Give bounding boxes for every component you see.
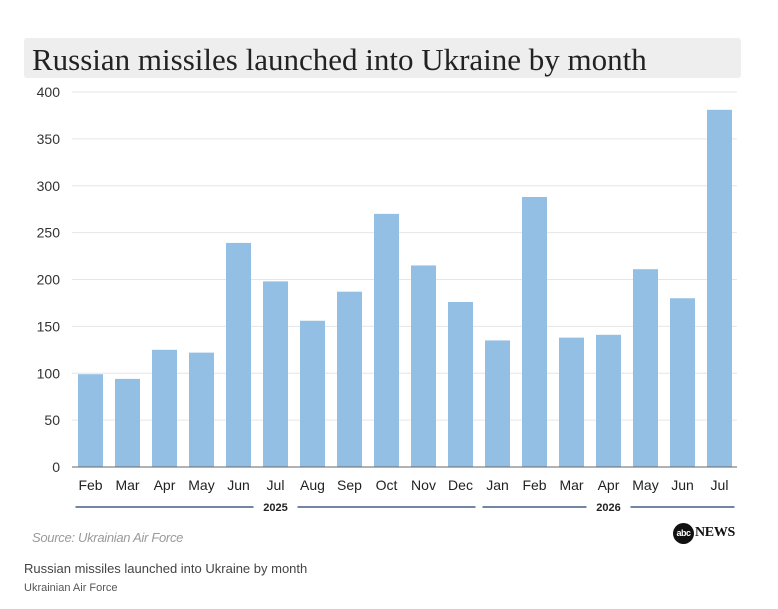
x-tick-label: Jun [227, 477, 250, 493]
chart-title-bar: Russian missiles launched into Ukraine b… [24, 38, 741, 78]
bar [448, 302, 473, 467]
x-tick-label: Mar [115, 477, 139, 493]
caption-title: Russian missiles launched into Ukraine b… [24, 561, 308, 576]
caption-credit: Ukrainian Air Force [24, 582, 118, 594]
x-tick-label: Apr [598, 477, 620, 493]
y-tick-label: 150 [37, 318, 61, 334]
year-group-label: 2025 [263, 502, 287, 514]
bar [411, 265, 436, 467]
abc-news-logo: abc NEWS [673, 522, 735, 544]
bar [374, 213, 399, 467]
y-tick-label: 350 [37, 131, 61, 147]
bar [670, 298, 695, 467]
y-tick-label: 0 [52, 459, 60, 475]
x-tick-label: Oct [376, 477, 398, 493]
bar [485, 340, 510, 467]
y-tick-label: 100 [37, 365, 61, 381]
x-tick-label: Apr [154, 477, 176, 493]
bar [522, 197, 547, 467]
x-tick-label: Jan [486, 477, 509, 493]
bar [559, 337, 584, 467]
y-tick-label: 50 [44, 412, 60, 428]
x-tick-label: Feb [522, 477, 546, 493]
x-tick-label: Jul [267, 477, 285, 493]
x-tick-label: Dec [448, 477, 473, 493]
bar [596, 334, 621, 467]
y-tick-label: 200 [37, 272, 61, 288]
bar [300, 320, 325, 467]
news-logo-word: NEWS [695, 525, 736, 540]
x-tick-label: Feb [78, 477, 102, 493]
bar [152, 349, 177, 467]
bar [189, 352, 214, 467]
bar [115, 378, 140, 467]
bar [707, 109, 732, 467]
bar [226, 242, 251, 467]
x-tick-label: May [188, 477, 214, 493]
x-tick-label: Aug [300, 477, 325, 493]
abc-logo-circle: abc [673, 522, 694, 544]
x-tick-label: Nov [411, 477, 436, 493]
x-tick-label: Sep [337, 477, 362, 493]
bar [263, 281, 288, 467]
y-tick-label: 400 [37, 84, 61, 100]
bar [337, 291, 362, 467]
bar [633, 269, 658, 467]
bar [78, 374, 103, 467]
x-tick-label: Jun [671, 477, 694, 493]
y-tick-label: 300 [37, 178, 61, 194]
source-note: Source: Ukrainian Air Force [32, 530, 184, 545]
x-tick-label: May [632, 477, 658, 493]
x-tick-label: Jul [711, 477, 729, 493]
bar-chart: 0 50 100 150 200 250 300 350 400 Feb Mar Apr May Jun J… [37, 84, 737, 514]
year-group-label: 2026 [596, 502, 620, 514]
y-tick-label: 250 [37, 225, 61, 241]
x-tick-label: Mar [559, 477, 583, 493]
chart-title: Russian missiles launched into Ukraine b… [32, 42, 647, 77]
